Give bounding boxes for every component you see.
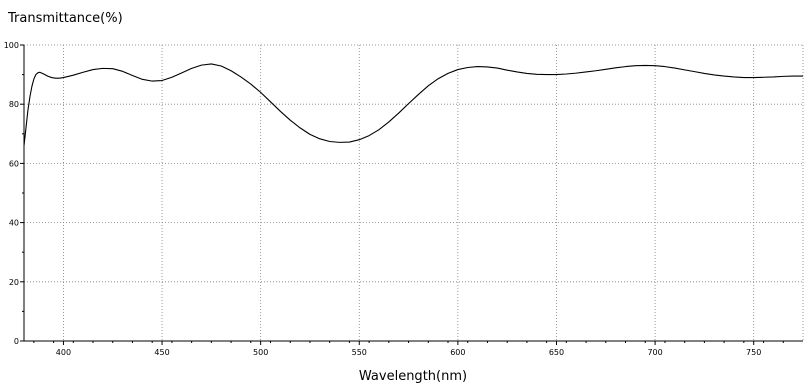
x-axis-title: Wavelength(nm) xyxy=(359,369,467,384)
grid-lines xyxy=(24,44,804,341)
x-tick-label-550: 550 xyxy=(352,348,367,357)
y-tick-label-100: 100 xyxy=(4,41,19,50)
tick-labels: 0 20 40 60 80 100 400 450 500 550 600 650 700 750 xyxy=(4,41,762,357)
x-tick-label-750: 750 xyxy=(746,348,761,357)
x-tick-label-400: 400 xyxy=(56,348,71,357)
x-tick-label-700: 700 xyxy=(647,348,662,357)
y-tick-label-20: 20 xyxy=(9,278,19,287)
series-layer xyxy=(23,63,803,146)
y-tick-label-0: 0 xyxy=(14,337,19,346)
y-axis-title: Transmittance(%) xyxy=(7,11,123,26)
series-line-0 xyxy=(23,63,803,146)
x-tick-label-500: 500 xyxy=(253,348,268,357)
axes xyxy=(23,45,803,342)
y-tick-label-60: 60 xyxy=(9,159,19,168)
x-tick-label-600: 600 xyxy=(450,348,465,357)
y-tick-label-40: 40 xyxy=(9,219,19,228)
tick-marks xyxy=(20,44,784,345)
y-tick-label-80: 80 xyxy=(9,100,19,109)
x-tick-label-450: 450 xyxy=(154,348,169,357)
x-tick-label-650: 650 xyxy=(549,348,564,357)
